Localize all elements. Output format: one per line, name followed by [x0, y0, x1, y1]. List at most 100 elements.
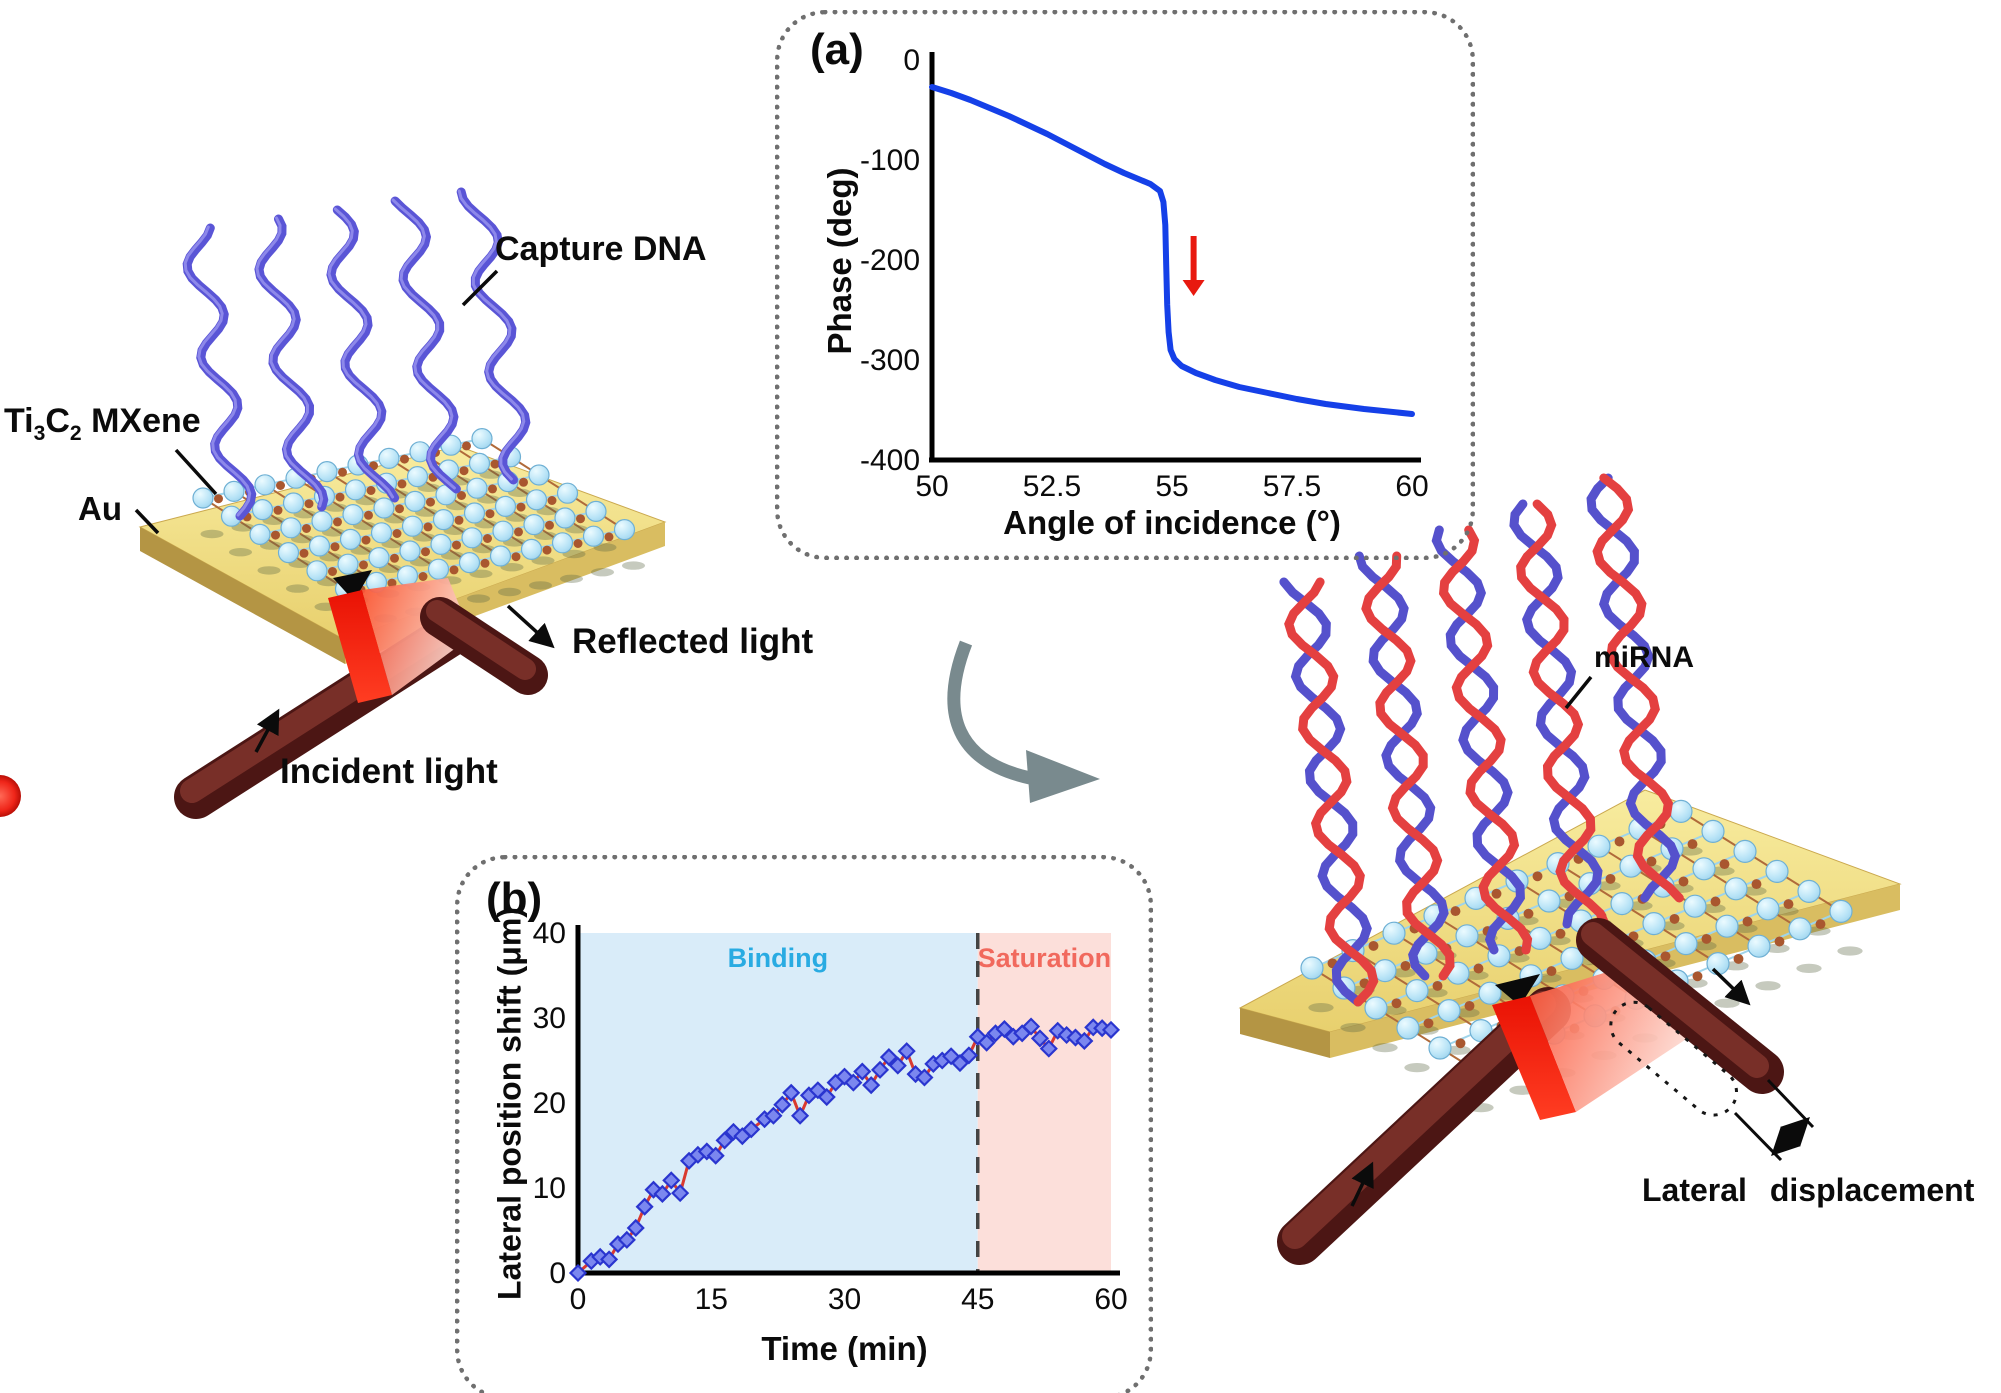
mxene-sphere: [344, 479, 367, 501]
x-tick-label: 15: [695, 1283, 728, 1316]
sphere-shadow: [379, 564, 402, 573]
sphere-shadow: [467, 594, 490, 603]
sphere-shadow: [505, 513, 529, 522]
capture-dna-strand-highlight: [183, 225, 252, 517]
sphere-shadow: [1463, 970, 1489, 981]
sphere-shadow: [443, 526, 467, 535]
mxene-sphere: [554, 507, 576, 529]
mxene-sphere: [1756, 897, 1780, 921]
mxene-sphere: [468, 452, 491, 474]
capture-dna-strand-highlight: [327, 207, 395, 499]
x-tick-label: 0: [570, 1283, 587, 1316]
phase-y-axis-label: Phase (deg): [821, 167, 858, 355]
sphere-shadow: [1404, 1062, 1430, 1073]
mxene-label-part: C: [45, 402, 70, 440]
helix-strand-red: [1284, 577, 1379, 1007]
x-tick-label: 60: [1395, 470, 1428, 503]
diamond-marker: [1030, 1029, 1049, 1048]
ti-node: [359, 560, 368, 570]
sphere-shadow: [529, 581, 552, 590]
sphere-shadow: [1340, 1022, 1366, 1033]
ti-node: [485, 509, 495, 519]
mxene-sphere: [471, 428, 493, 450]
diamond-marker: [782, 1083, 801, 1102]
sphere-shadow: [508, 488, 531, 497]
time-x-axis-label: Time (min): [761, 1330, 928, 1367]
ti-node: [1546, 966, 1557, 977]
ti-node: [1614, 836, 1625, 847]
mxene-sphere: [1396, 1016, 1420, 1040]
mxene-sphere: [1669, 799, 1693, 824]
mxene-sphere: [1364, 996, 1388, 1020]
x-tick-label: 45: [961, 1283, 994, 1316]
capture-dna-strand-highlight: [457, 189, 526, 481]
ti-node: [338, 467, 347, 477]
ti-node: [1678, 876, 1689, 887]
mxene-sphere: [1683, 894, 1707, 918]
mxene-sphere: [406, 466, 429, 488]
ti-node: [299, 548, 309, 558]
au-pointer-line: [134, 508, 160, 535]
y-tick-label: -200: [860, 244, 920, 277]
diamond-marker: [897, 1042, 916, 1061]
panel-b-box: (b) Binding Saturation 0 15 30 45 60 0 10 20 30 40 …: [455, 855, 1153, 1393]
capture-dna-pointer-line: [461, 269, 499, 307]
phase-x-axis-label: Angle of incidence (°): [1003, 504, 1341, 541]
ti-node: [1733, 953, 1744, 964]
ti-node: [1391, 998, 1402, 1009]
ti-node: [1455, 1038, 1466, 1049]
au-label: Au: [78, 490, 122, 527]
sphere-shadow: [1764, 943, 1790, 954]
y-tick-label: 0: [903, 44, 920, 77]
diamond-marker: [791, 1106, 810, 1125]
mxene-sphere: [223, 480, 245, 502]
ti-node: [1687, 839, 1698, 850]
ti-node: [1646, 856, 1657, 867]
diamond-marker: [662, 1171, 681, 1190]
mxene-sphere: [1455, 924, 1479, 948]
sphere-shadow: [1773, 906, 1799, 916]
helix-strand-blue: [1431, 525, 1525, 955]
phase-chart: 50 52.5 55 57.5 60 0 -100 -200 -300 -400: [860, 44, 1429, 503]
diamond-marker: [1075, 1031, 1094, 1051]
sphere-shadow: [293, 510, 317, 519]
mxene-sphere: [342, 503, 364, 526]
strand-highlight: [391, 198, 456, 490]
ti-node: [330, 542, 340, 552]
y-tick-label: 40: [533, 917, 566, 950]
ti-node: [457, 491, 466, 500]
mxene-sphere: [1437, 998, 1461, 1023]
shift-y-axis-label: Lateral position shift (μm): [491, 907, 528, 1300]
capture-dna-label: Capture DNA: [495, 230, 707, 268]
mxene-pointer-line: [174, 448, 218, 496]
ti-node: [421, 547, 430, 557]
mirna-duplex-helices: [1279, 473, 1684, 1007]
mxene-sphere: [613, 518, 636, 541]
mxene-sphere: [280, 517, 302, 539]
lateral-displacement-double-arrow: [1771, 1117, 1810, 1156]
ti-node: [545, 520, 554, 530]
sphere-shadow: [536, 506, 560, 516]
ti-node: [395, 504, 404, 514]
ti-node: [1710, 896, 1721, 907]
sphere-shadow: [1454, 1008, 1480, 1018]
sphere-shadow: [446, 501, 469, 511]
sphere-shadow: [384, 515, 407, 524]
mxene-sphere: [1300, 956, 1324, 980]
sphere-shadow: [469, 569, 493, 578]
mxene-subscript: 3: [33, 421, 46, 445]
ti-node: [426, 497, 435, 507]
diamond-marker: [742, 1120, 761, 1139]
mxene-sphere: [306, 560, 328, 582]
ti-node: [1400, 960, 1411, 971]
capture-dna-strands: [182, 187, 531, 521]
extension-line-solid-beam: [1766, 1078, 1815, 1129]
ti-node: [400, 454, 409, 464]
ti-node: [452, 540, 461, 550]
y-tick-label: 10: [533, 1172, 566, 1205]
ti-node: [1532, 871, 1543, 882]
sphere-shadow: [562, 549, 586, 559]
sphere-shadow: [1691, 941, 1717, 951]
mxene-sphere: [1724, 877, 1748, 901]
